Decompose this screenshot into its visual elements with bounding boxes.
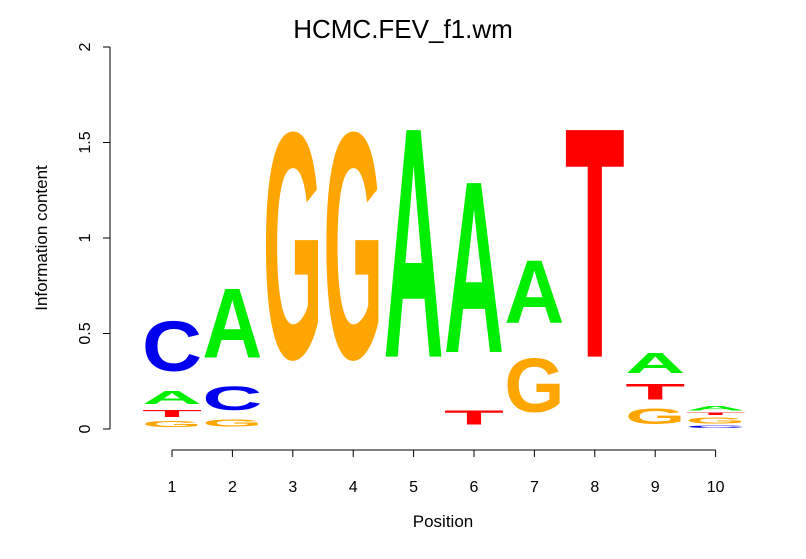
y-axis-label: Information content: [32, 165, 51, 311]
logo-letter-c: C: [142, 308, 202, 387]
logo-letter-a: A: [202, 269, 262, 379]
logo-letter-t: T: [142, 408, 202, 419]
logo-letter-t: T: [444, 406, 504, 429]
x-axis-label: Position: [413, 512, 473, 531]
x-tick-label: 8: [590, 479, 599, 496]
logo-letter-c: C: [202, 380, 262, 418]
logo-letter-a: A: [686, 404, 746, 412]
y-tick-label: 2: [77, 42, 94, 51]
logo-letter-g: G: [686, 416, 746, 426]
x-tick-label: 6: [470, 479, 479, 496]
x-tick-label: 3: [288, 479, 297, 496]
logo-letter-g: G: [263, 65, 323, 427]
logo-letter-g: G: [202, 417, 262, 429]
logo-letter-g: G: [625, 405, 685, 430]
x-tick-label: 7: [530, 479, 539, 496]
y-tick-label: 1: [77, 233, 94, 242]
x-tick-label: 2: [228, 479, 237, 496]
y-tick-label: 0.5: [77, 322, 94, 344]
x-tick-label: 9: [651, 479, 660, 496]
x-tick-label: 5: [409, 479, 418, 496]
chart-title: HCMC.FEV_f1.wm: [293, 14, 513, 44]
logo-letter-a: A: [625, 347, 685, 379]
x-tick-label: 10: [707, 479, 725, 496]
logo-letter-a: A: [142, 387, 202, 408]
y-axis: 0 0.5 1 1.5 2: [77, 42, 111, 433]
logo-letter-a: A: [504, 242, 564, 343]
y-tick-label: 1.5: [77, 131, 94, 153]
logo-letter-t: T: [686, 412, 746, 416]
logo-letter-g: G: [504, 343, 564, 429]
x-axis: 1 2 3 4 5 6 7 8 9 10: [168, 449, 725, 496]
x-tick-label: 4: [349, 479, 358, 496]
logo-letter-t: T: [625, 380, 685, 405]
logo-letter-g: G: [142, 419, 202, 429]
logo-letter-a: A: [384, 59, 444, 426]
logo-letter-t: T: [565, 60, 625, 427]
y-tick-label: 0: [77, 424, 94, 433]
logo-letter-c: C: [686, 425, 746, 429]
logo-letter-a: A: [444, 130, 504, 405]
logo-letter-g: G: [323, 65, 383, 427]
x-tick-label: 1: [168, 479, 177, 496]
